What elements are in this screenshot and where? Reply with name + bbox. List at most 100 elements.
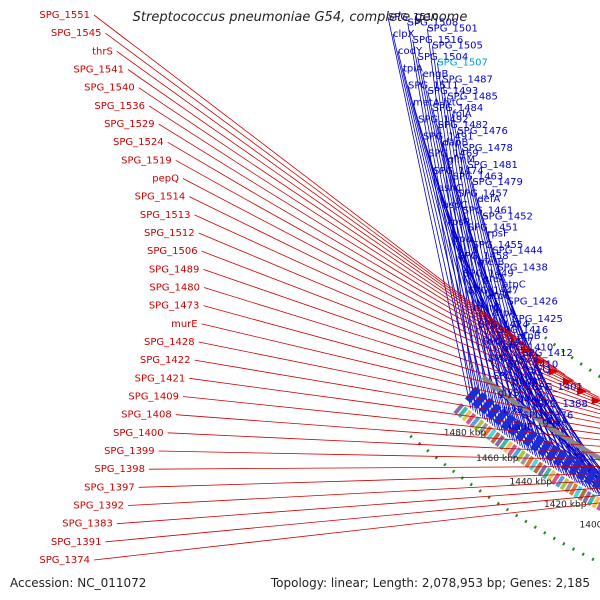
gene-label-left: murE — [171, 319, 198, 330]
label-connector-line — [158, 123, 566, 376]
feature-block — [559, 478, 570, 491]
gene-label-right: SPG_1444 — [492, 245, 543, 256]
accession-text: Accession: NC_011072 — [10, 576, 147, 590]
label-connector-line — [432, 170, 539, 459]
feature-block — [469, 416, 481, 428]
gene-label-right: SPG_1416 — [498, 325, 549, 336]
gene-label-right: SPG_1493 — [428, 86, 479, 97]
label-connector-line — [512, 381, 600, 475]
feature-block — [550, 472, 561, 485]
gene-label-right: SPG_1412 — [522, 348, 573, 359]
label-connector-line — [201, 250, 600, 404]
gene-label-right: SPG_1511 — [408, 80, 459, 91]
label-connector-line — [201, 323, 600, 419]
label-connector-line — [138, 87, 549, 364]
feature-block — [507, 444, 518, 457]
feature-block — [494, 434, 505, 447]
label-connector-line — [189, 377, 600, 435]
label-connector-line — [482, 341, 600, 484]
gene-label-right: SPG_1510 — [388, 12, 439, 23]
feature-block — [511, 447, 522, 460]
gene-label-right: SPG_1424 — [478, 320, 529, 331]
label-connector-line — [182, 178, 591, 393]
gene-label-left: SPG_1428 — [144, 337, 195, 348]
feature-block — [473, 419, 485, 432]
feature-block — [482, 425, 493, 438]
feature-block — [573, 485, 583, 499]
gene-label-left: SPG_1529 — [104, 119, 155, 130]
label-connector-line — [402, 68, 494, 426]
label-connector-line — [527, 369, 600, 469]
feature-block — [555, 475, 565, 488]
gene-label-right: SPG_1457 — [458, 189, 509, 200]
gene-label-right: SPG_1423 — [488, 354, 539, 365]
gene-label-left: SPG_1506 — [147, 246, 198, 257]
feature-block — [568, 483, 579, 496]
gene-label-right: atpC — [488, 291, 511, 302]
gene-label-right: SPG_1425 — [512, 314, 563, 325]
gene-label-right: ppa — [453, 234, 472, 245]
label-connector-line — [127, 480, 600, 506]
gene-label-right: SPG_1438 — [497, 263, 548, 274]
gene-label-right: SPG_1485 — [447, 92, 498, 103]
gene-label-left: SPG_1551 — [39, 10, 90, 21]
gene-label-right: clpX — [393, 29, 415, 40]
feature-block — [453, 403, 465, 415]
label-connector-line — [198, 232, 600, 402]
gene-label-right: asnC — [438, 183, 463, 194]
gene-label-right: SPG_1481 — [467, 160, 518, 171]
label-connector-line — [105, 495, 600, 543]
gene-label-right: SPG_1507 — [437, 58, 488, 69]
gene-label-left: SPG_1391 — [51, 537, 102, 548]
label-connector-line — [203, 305, 600, 415]
gene-label-left: SPG_1540 — [84, 83, 135, 94]
gene-label-left: SPG_1541 — [73, 65, 124, 76]
label-connector-line — [397, 51, 486, 421]
gene-label-right: SPG_1452 — [482, 211, 533, 222]
gene-label-right: SPG_1376 — [523, 411, 574, 422]
label-connector-line — [127, 69, 541, 357]
gene-label-right: pgdA — [513, 376, 539, 387]
feature-block — [502, 441, 514, 454]
gene-label-right: SPG_1451 — [468, 223, 519, 234]
gene-label-right: SPG_1478 — [462, 143, 513, 154]
gene-label-left: SPG_1398 — [94, 464, 145, 475]
ruler-kbp-label: 1480 kbp — [444, 429, 487, 439]
gene-label-left: SPG_1422 — [140, 355, 191, 366]
feature-block — [596, 501, 600, 511]
label-connector-line — [203, 287, 600, 411]
label-connector-line — [93, 14, 517, 338]
gene-label-left: SPG_1519 — [121, 155, 172, 166]
gene-label-right: SPG_1487 — [442, 75, 493, 86]
label-connector-line — [194, 359, 600, 429]
gene-label-right: SPG_1401 — [532, 382, 583, 393]
gene-label-right: SPG_1458 — [458, 251, 509, 262]
gene-label-left: SPG_1409 — [128, 392, 179, 403]
gene-label-right: glmM — [448, 154, 476, 165]
gene-label-right: folA — [452, 109, 471, 120]
map-title: Streptococcus pneumoniae G54, complete g… — [132, 10, 468, 25]
gene-label-right: greA — [483, 274, 506, 285]
label-connector-line — [431, 45, 484, 419]
gene-label-left: thrS — [92, 46, 113, 57]
label-connector-line — [158, 450, 600, 460]
gene-label-left: SPG_1489 — [149, 264, 200, 275]
gene-label-right: SPG_1469 — [428, 149, 479, 160]
gene-label-right: rpsF — [487, 228, 509, 239]
gene-label-right: aspC — [443, 200, 468, 211]
gene-label-right: SPG_1492 — [418, 115, 469, 126]
label-connector-line — [138, 473, 600, 488]
feature-block — [457, 406, 469, 419]
feature-block — [541, 467, 552, 480]
label-connector-line — [93, 502, 600, 561]
gene-label-left: SPG_1545 — [51, 28, 102, 39]
gene-label-right: atpC — [502, 280, 525, 291]
feature-block — [586, 493, 597, 506]
label-connector-line — [198, 341, 600, 424]
genome-summary-text: Topology: linear; Length: 2,078,953 bp; … — [270, 576, 590, 590]
gene-label-left: SPG_1400 — [113, 428, 164, 439]
ruler-kbp-label: 1420 kbp — [544, 500, 587, 510]
feature-block — [528, 458, 539, 471]
